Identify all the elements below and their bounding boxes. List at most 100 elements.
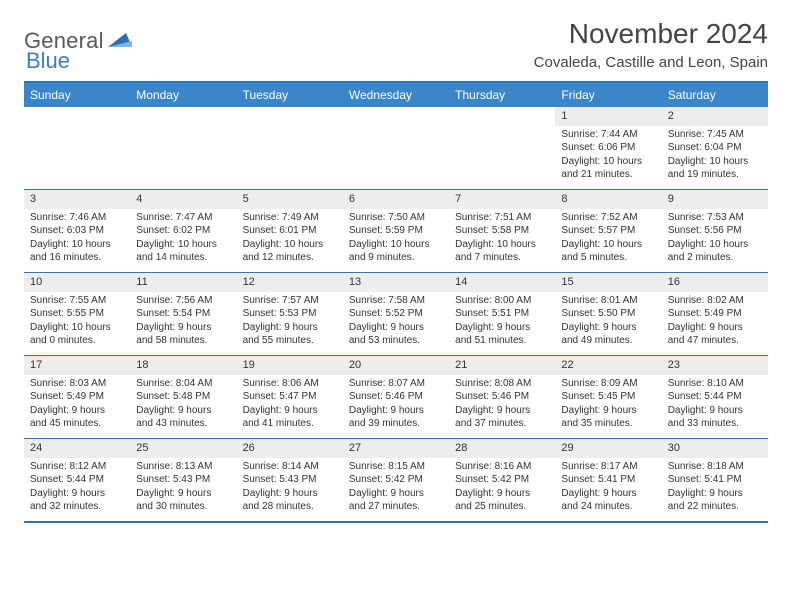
day-number: 8: [555, 190, 661, 209]
day-cell: [237, 107, 343, 189]
sunset-text: Sunset: 5:46 PM: [349, 390, 443, 404]
sunrise-text: Sunrise: 8:17 AM: [561, 460, 655, 474]
day-cell: 10Sunrise: 7:55 AMSunset: 5:55 PMDayligh…: [24, 273, 130, 355]
daylight-text: Daylight: 10 hours and 5 minutes.: [561, 238, 655, 265]
sunset-text: Sunset: 5:59 PM: [349, 224, 443, 238]
calendar: Sunday Monday Tuesday Wednesday Thursday…: [24, 81, 768, 523]
day-number: 21: [449, 356, 555, 375]
sunrise-text: Sunrise: 8:14 AM: [243, 460, 337, 474]
day-number: 15: [555, 273, 661, 292]
daylight-text: Daylight: 9 hours and 39 minutes.: [349, 404, 443, 431]
day-number: 2: [662, 107, 768, 126]
day-cell: 15Sunrise: 8:01 AMSunset: 5:50 PMDayligh…: [555, 273, 661, 355]
dow-friday: Friday: [555, 83, 661, 107]
sunset-text: Sunset: 5:49 PM: [30, 390, 124, 404]
sunrise-text: Sunrise: 7:52 AM: [561, 211, 655, 225]
day-body: Sunrise: 7:49 AMSunset: 6:01 PMDaylight:…: [237, 209, 343, 269]
sunrise-text: Sunrise: 8:04 AM: [136, 377, 230, 391]
day-body: Sunrise: 7:57 AMSunset: 5:53 PMDaylight:…: [237, 292, 343, 352]
day-number: 30: [662, 439, 768, 458]
day-cell: 7Sunrise: 7:51 AMSunset: 5:58 PMDaylight…: [449, 190, 555, 272]
day-number: 22: [555, 356, 661, 375]
daylight-text: Daylight: 9 hours and 55 minutes.: [243, 321, 337, 348]
day-body: Sunrise: 8:03 AMSunset: 5:49 PMDaylight:…: [24, 375, 130, 435]
sunrise-text: Sunrise: 8:18 AM: [668, 460, 762, 474]
day-number: 27: [343, 439, 449, 458]
sunset-text: Sunset: 5:41 PM: [561, 473, 655, 487]
sunrise-text: Sunrise: 8:08 AM: [455, 377, 549, 391]
daylight-text: Daylight: 9 hours and 33 minutes.: [668, 404, 762, 431]
dow-wednesday: Wednesday: [343, 83, 449, 107]
sunset-text: Sunset: 5:51 PM: [455, 307, 549, 321]
day-number: 23: [662, 356, 768, 375]
sunset-text: Sunset: 5:42 PM: [455, 473, 549, 487]
sunset-text: Sunset: 5:45 PM: [561, 390, 655, 404]
day-cell: [449, 107, 555, 189]
daylight-text: Daylight: 10 hours and 21 minutes.: [561, 155, 655, 182]
day-body: Sunrise: 8:15 AMSunset: 5:42 PMDaylight:…: [343, 458, 449, 518]
day-body: Sunrise: 8:00 AMSunset: 5:51 PMDaylight:…: [449, 292, 555, 352]
day-cell: 5Sunrise: 7:49 AMSunset: 6:01 PMDaylight…: [237, 190, 343, 272]
day-body: Sunrise: 8:09 AMSunset: 5:45 PMDaylight:…: [555, 375, 661, 435]
daylight-text: Daylight: 9 hours and 22 minutes.: [668, 487, 762, 514]
daylight-text: Daylight: 10 hours and 0 minutes.: [30, 321, 124, 348]
day-number: 11: [130, 273, 236, 292]
day-number: 12: [237, 273, 343, 292]
day-body: Sunrise: 7:56 AMSunset: 5:54 PMDaylight:…: [130, 292, 236, 352]
day-cell: 24Sunrise: 8:12 AMSunset: 5:44 PMDayligh…: [24, 439, 130, 521]
day-body: [130, 111, 236, 117]
daylight-text: Daylight: 10 hours and 19 minutes.: [668, 155, 762, 182]
daylight-text: Daylight: 10 hours and 7 minutes.: [455, 238, 549, 265]
sunset-text: Sunset: 5:54 PM: [136, 307, 230, 321]
location-label: Covaleda, Castille and Leon, Spain: [534, 54, 768, 71]
daylight-text: Daylight: 10 hours and 16 minutes.: [30, 238, 124, 265]
day-body: Sunrise: 7:55 AMSunset: 5:55 PMDaylight:…: [24, 292, 130, 352]
brand-logo: General Blue: [24, 18, 132, 54]
sunrise-text: Sunrise: 7:49 AM: [243, 211, 337, 225]
sunset-text: Sunset: 5:46 PM: [455, 390, 549, 404]
daylight-text: Daylight: 10 hours and 14 minutes.: [136, 238, 230, 265]
day-body: Sunrise: 7:46 AMSunset: 6:03 PMDaylight:…: [24, 209, 130, 269]
sunrise-text: Sunrise: 8:00 AM: [455, 294, 549, 308]
day-cell: 22Sunrise: 8:09 AMSunset: 5:45 PMDayligh…: [555, 356, 661, 438]
sunset-text: Sunset: 5:43 PM: [136, 473, 230, 487]
daylight-text: Daylight: 9 hours and 41 minutes.: [243, 404, 337, 431]
daylight-text: Daylight: 9 hours and 28 minutes.: [243, 487, 337, 514]
sunrise-text: Sunrise: 8:02 AM: [668, 294, 762, 308]
sunrise-text: Sunrise: 7:57 AM: [243, 294, 337, 308]
day-body: [24, 111, 130, 117]
sunset-text: Sunset: 6:03 PM: [30, 224, 124, 238]
sunset-text: Sunset: 5:49 PM: [668, 307, 762, 321]
day-number: 13: [343, 273, 449, 292]
daylight-text: Daylight: 9 hours and 51 minutes.: [455, 321, 549, 348]
day-body: Sunrise: 8:04 AMSunset: 5:48 PMDaylight:…: [130, 375, 236, 435]
daylight-text: Daylight: 10 hours and 12 minutes.: [243, 238, 337, 265]
daylight-text: Daylight: 9 hours and 32 minutes.: [30, 487, 124, 514]
sunset-text: Sunset: 5:50 PM: [561, 307, 655, 321]
day-number: 28: [449, 439, 555, 458]
day-body: Sunrise: 8:07 AMSunset: 5:46 PMDaylight:…: [343, 375, 449, 435]
daylight-text: Daylight: 10 hours and 2 minutes.: [668, 238, 762, 265]
brand-word2: Blue: [26, 48, 70, 73]
day-body: [237, 111, 343, 117]
day-number: 24: [24, 439, 130, 458]
day-cell: 2Sunrise: 7:45 AMSunset: 6:04 PMDaylight…: [662, 107, 768, 189]
day-body: Sunrise: 7:53 AMSunset: 5:56 PMDaylight:…: [662, 209, 768, 269]
day-body: Sunrise: 8:10 AMSunset: 5:44 PMDaylight:…: [662, 375, 768, 435]
day-number: 10: [24, 273, 130, 292]
week-row: 10Sunrise: 7:55 AMSunset: 5:55 PMDayligh…: [24, 272, 768, 355]
daylight-text: Daylight: 9 hours and 45 minutes.: [30, 404, 124, 431]
day-body: Sunrise: 7:52 AMSunset: 5:57 PMDaylight:…: [555, 209, 661, 269]
day-number: 6: [343, 190, 449, 209]
day-body: Sunrise: 8:12 AMSunset: 5:44 PMDaylight:…: [24, 458, 130, 518]
day-cell: 14Sunrise: 8:00 AMSunset: 5:51 PMDayligh…: [449, 273, 555, 355]
day-number: 19: [237, 356, 343, 375]
week-row: 3Sunrise: 7:46 AMSunset: 6:03 PMDaylight…: [24, 189, 768, 272]
sunrise-text: Sunrise: 8:15 AM: [349, 460, 443, 474]
daylight-text: Daylight: 9 hours and 37 minutes.: [455, 404, 549, 431]
day-cell: 9Sunrise: 7:53 AMSunset: 5:56 PMDaylight…: [662, 190, 768, 272]
dow-tuesday: Tuesday: [237, 83, 343, 107]
day-number: 18: [130, 356, 236, 375]
header: General Blue November 2024 Covaleda, Cas…: [24, 18, 768, 71]
sunrise-text: Sunrise: 7:46 AM: [30, 211, 124, 225]
